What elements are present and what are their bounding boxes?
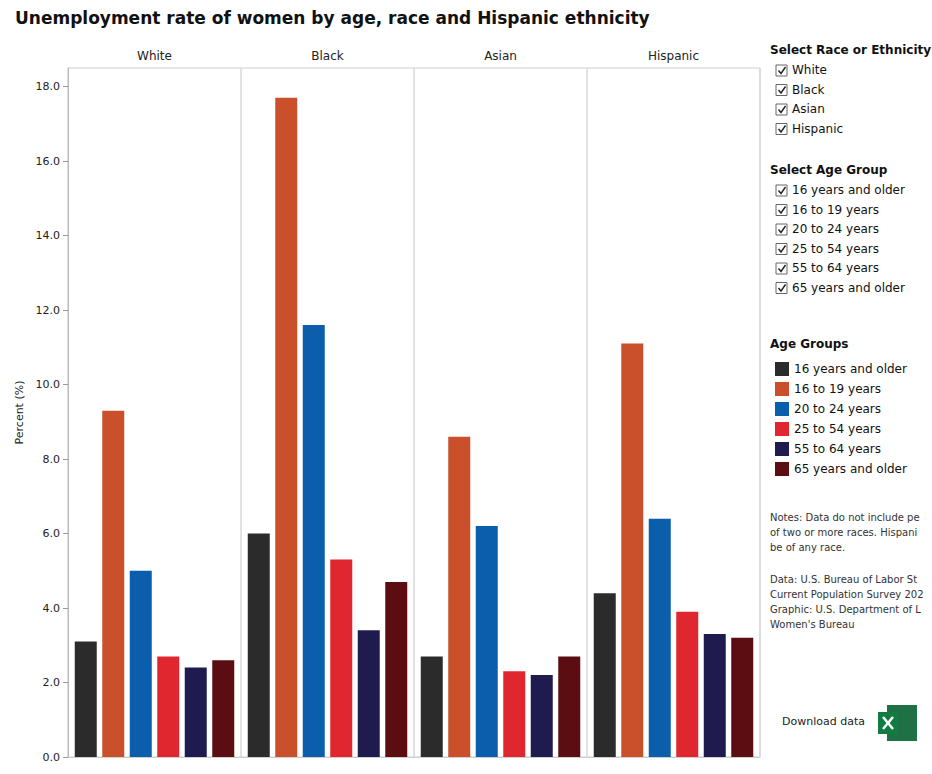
svg-text:55 to 64 years: 55 to 64 years (792, 261, 879, 275)
svg-text:20 to 24 years: 20 to 24 years (792, 222, 879, 236)
svg-text:55 to 64 years: 55 to 64 years (794, 442, 881, 456)
svg-text:16 years and older: 16 years and older (794, 362, 907, 376)
svg-text:8.0: 8.0 (43, 453, 61, 466)
svg-text:Asian: Asian (792, 102, 825, 116)
svg-text:0.0: 0.0 (43, 751, 61, 764)
svg-text:Percent (%): Percent (%) (13, 381, 26, 445)
svg-text:65 years and older: 65 years and older (794, 462, 907, 476)
svg-text:20 to 24 years: 20 to 24 years (794, 402, 881, 416)
svg-text:14.0: 14.0 (36, 229, 61, 242)
svg-text:16 years and older: 16 years and older (792, 183, 905, 197)
svg-text:12.0: 12.0 (36, 304, 61, 317)
svg-text:Select Race or Ethnicity: Select Race or Ethnicity (770, 43, 931, 57)
svg-text:White: White (792, 63, 827, 77)
svg-text:16 to 19 years: 16 to 19 years (792, 203, 879, 217)
svg-text:Women's Bureau: Women's Bureau (770, 619, 855, 630)
svg-text:25 to 54 years: 25 to 54 years (794, 422, 881, 436)
svg-text:Notes: Data do not include pe: Notes: Data do not include pe (770, 512, 920, 523)
svg-text:10.0: 10.0 (36, 378, 61, 391)
svg-text:Download data: Download data (782, 715, 865, 728)
svg-text:65 years and older: 65 years and older (792, 281, 905, 295)
svg-text:2.0: 2.0 (43, 676, 61, 689)
svg-text:Asian: Asian (484, 49, 517, 63)
svg-text:18.0: 18.0 (36, 80, 61, 93)
svg-text:Age Groups: Age Groups (770, 337, 848, 351)
svg-text:of two or more races. Hispani: of two or more races. Hispani (770, 527, 917, 538)
svg-text:16.0: 16.0 (36, 155, 61, 168)
svg-text:White: White (137, 49, 172, 63)
svg-text:4.0: 4.0 (43, 602, 61, 615)
svg-text:Data: U.S. Bureau of Labor St: Data: U.S. Bureau of Labor St (770, 574, 917, 585)
svg-text:Current Population Survey 202: Current Population Survey 202 (770, 589, 924, 600)
svg-text:be of any race.: be of any race. (770, 542, 845, 553)
svg-text:Black: Black (311, 49, 344, 63)
svg-text:Hispanic: Hispanic (648, 49, 699, 63)
svg-text:25 to 54 years: 25 to 54 years (792, 242, 879, 256)
svg-text:16 to 19 years: 16 to 19 years (794, 382, 881, 396)
svg-text:Hispanic: Hispanic (792, 122, 843, 136)
svg-text:Graphic: U.S. Department of L: Graphic: U.S. Department of L (770, 604, 921, 615)
svg-text:6.0: 6.0 (43, 527, 61, 540)
svg-text:Unemployment rate of women by: Unemployment rate of women by age, race … (15, 8, 650, 28)
svg-text:Select Age Group: Select Age Group (770, 163, 888, 177)
svg-text:Black: Black (792, 83, 825, 97)
